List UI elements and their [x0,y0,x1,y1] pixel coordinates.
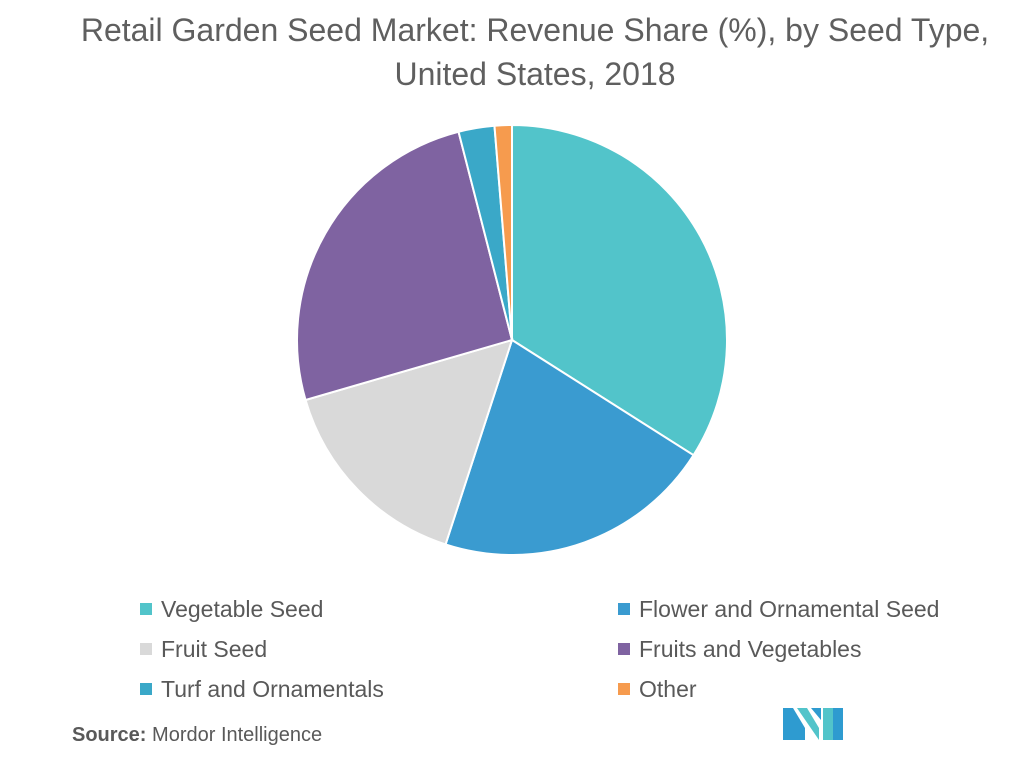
source-note: Source: Mordor Intelligence [72,724,322,747]
legend-item: Turf and Ornamentals [140,676,618,702]
pie-slice-other [493,123,513,341]
pie-slice-fruits-and-vegetables [296,130,514,402]
legend-swatch [618,683,630,695]
chart-legend: Vegetable Seed Flower and Ornamental Seed… [140,596,970,702]
legend-item: Fruits and Vegetables [618,636,970,662]
legend-item: Other [618,676,970,702]
legend-swatch [140,643,152,655]
mordor-intelligence-logo-icon [783,708,843,740]
chart-title: Retail Garden Seed Market: Revenue Share… [80,12,990,92]
legend-label: Flower and Ornamental Seed [639,595,940,622]
source-name: Mordor Intelligence [152,724,323,746]
pie-slice-fruit-seed [304,338,514,546]
legend-label: Fruits and Vegetables [639,635,862,662]
legend-swatch [140,683,152,695]
legend-swatch [618,643,630,655]
legend-item: Fruit Seed [140,636,618,662]
pie-chart [296,123,728,556]
legend-item: Vegetable Seed [140,596,618,622]
legend-label: Fruit Seed [161,635,268,662]
pie-slice-vegetable-seed [511,123,728,457]
legend-swatch [618,603,630,615]
source-label: Source: [72,724,147,746]
legend-item: Flower and Ornamental Seed [618,596,970,622]
legend-label: Other [639,675,697,702]
legend-swatch [140,603,152,615]
pie-slice-flower-and-ornamental-seed [444,338,695,556]
legend-label: Vegetable Seed [161,595,324,622]
legend-label: Turf and Ornamentals [161,675,384,702]
